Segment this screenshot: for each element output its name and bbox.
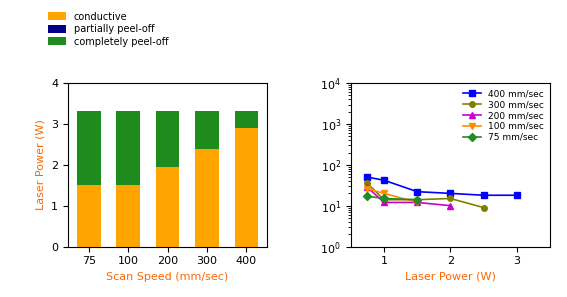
Y-axis label: Laser Power (W): Laser Power (W) bbox=[36, 119, 45, 210]
75 mm/sec bbox=[364, 195, 371, 198]
Line: 400 mm/sec: 400 mm/sec bbox=[365, 174, 519, 198]
Line: 300 mm/sec: 300 mm/sec bbox=[365, 181, 486, 210]
Legend: 400 mm/sec, 300 mm/sec, 200 mm/sec, 100 mm/sec, 75 mm/sec: 400 mm/sec, 300 mm/sec, 200 mm/sec, 100 … bbox=[461, 88, 545, 143]
Line: 200 mm/sec: 200 mm/sec bbox=[365, 185, 453, 208]
Line: 75 mm/sec: 75 mm/sec bbox=[365, 193, 420, 203]
100 mm/sec bbox=[414, 201, 421, 204]
Bar bbox=[195, 148, 219, 247]
Line: 100 mm/sec: 100 mm/sec bbox=[365, 186, 420, 205]
300 mm/sec bbox=[447, 197, 454, 200]
Bar bbox=[116, 185, 140, 247]
Legend: conductive, partially peel-off, completely peel-off: conductive, partially peel-off, complete… bbox=[45, 8, 172, 50]
X-axis label: Scan Speed (mm/sec): Scan Speed (mm/sec) bbox=[107, 272, 229, 282]
Bar bbox=[77, 110, 101, 185]
400 mm/sec bbox=[447, 192, 454, 195]
300 mm/sec bbox=[414, 198, 421, 201]
X-axis label: Laser Power (W): Laser Power (W) bbox=[405, 272, 496, 282]
200 mm/sec bbox=[364, 186, 371, 189]
200 mm/sec bbox=[447, 204, 454, 207]
200 mm/sec bbox=[414, 201, 421, 204]
200 mm/sec bbox=[380, 201, 387, 204]
Bar bbox=[235, 128, 258, 247]
Bar bbox=[116, 110, 140, 185]
Bar bbox=[156, 167, 179, 247]
400 mm/sec bbox=[414, 190, 421, 193]
Bar bbox=[77, 185, 101, 247]
300 mm/sec bbox=[380, 198, 387, 201]
400 mm/sec bbox=[513, 193, 520, 197]
75 mm/sec bbox=[380, 197, 387, 200]
Bar bbox=[235, 110, 258, 128]
Bar bbox=[195, 110, 219, 148]
300 mm/sec bbox=[364, 182, 371, 185]
300 mm/sec bbox=[480, 206, 487, 209]
400 mm/sec bbox=[380, 178, 387, 182]
400 mm/sec bbox=[364, 175, 371, 179]
75 mm/sec bbox=[414, 198, 421, 201]
Bar bbox=[156, 110, 179, 167]
100 mm/sec bbox=[380, 192, 387, 195]
400 mm/sec bbox=[480, 193, 487, 197]
100 mm/sec bbox=[364, 187, 371, 190]
